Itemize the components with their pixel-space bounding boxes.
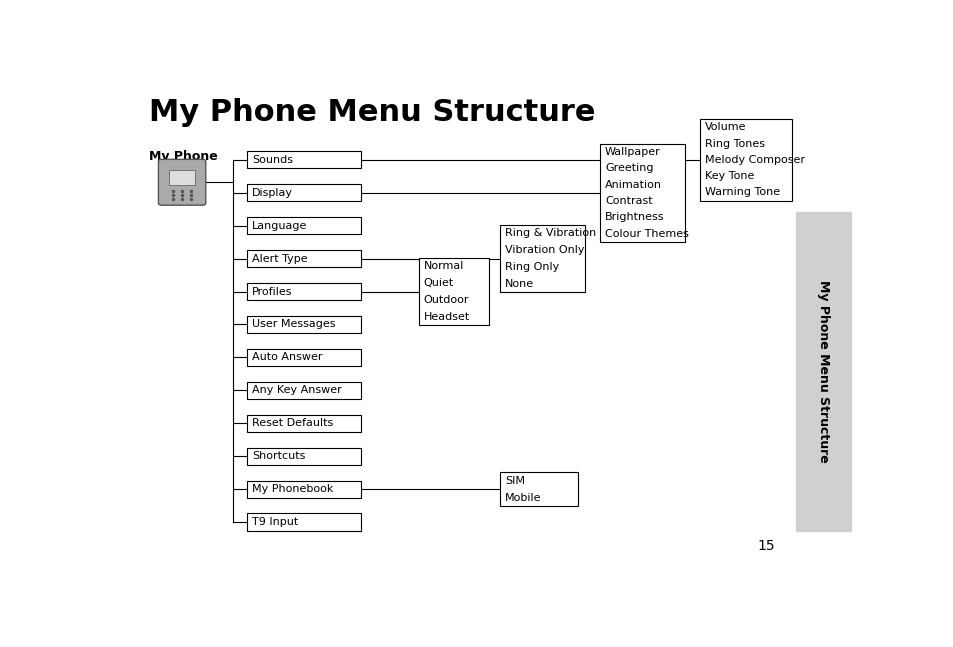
Text: Vibration Only: Vibration Only xyxy=(505,245,584,255)
Text: Quiet: Quiet xyxy=(423,278,454,288)
Text: SIM: SIM xyxy=(505,476,525,486)
FancyBboxPatch shape xyxy=(169,170,195,185)
Text: Normal: Normal xyxy=(423,261,464,271)
Text: Colour Themes: Colour Themes xyxy=(604,228,688,239)
FancyBboxPatch shape xyxy=(247,217,361,234)
FancyBboxPatch shape xyxy=(247,382,361,399)
Text: T9 Input: T9 Input xyxy=(252,517,298,527)
Text: Wallpaper: Wallpaper xyxy=(604,147,660,157)
FancyBboxPatch shape xyxy=(247,184,361,201)
Text: Headset: Headset xyxy=(423,312,470,322)
Text: Reset Defaults: Reset Defaults xyxy=(252,418,333,428)
Text: My Phone Menu Structure: My Phone Menu Structure xyxy=(149,98,595,127)
Text: Sounds: Sounds xyxy=(252,155,293,165)
FancyBboxPatch shape xyxy=(158,159,206,205)
Text: Shortcuts: Shortcuts xyxy=(252,451,305,461)
Text: Contrast: Contrast xyxy=(604,196,652,206)
FancyBboxPatch shape xyxy=(499,225,584,292)
FancyBboxPatch shape xyxy=(247,151,361,168)
Text: Ring Only: Ring Only xyxy=(505,262,558,272)
Text: Brightness: Brightness xyxy=(604,212,664,223)
Text: Profiles: Profiles xyxy=(252,287,293,296)
Text: Language: Language xyxy=(252,221,307,231)
Text: Warning Tone: Warning Tone xyxy=(704,188,780,197)
Text: Animation: Animation xyxy=(604,180,661,190)
Text: Auto Answer: Auto Answer xyxy=(252,353,322,362)
FancyBboxPatch shape xyxy=(247,415,361,432)
Text: None: None xyxy=(505,279,534,289)
FancyBboxPatch shape xyxy=(247,316,361,333)
FancyBboxPatch shape xyxy=(247,481,361,498)
Text: Any Key Answer: Any Key Answer xyxy=(252,386,341,395)
FancyBboxPatch shape xyxy=(418,258,488,325)
Text: Ring Tones: Ring Tones xyxy=(704,138,764,149)
Text: My Phone Menu Structure: My Phone Menu Structure xyxy=(816,280,829,463)
Text: Greeting: Greeting xyxy=(604,163,653,173)
FancyBboxPatch shape xyxy=(499,472,577,506)
Text: Melody Composer: Melody Composer xyxy=(704,155,804,165)
Text: 15: 15 xyxy=(757,540,774,553)
Text: Display: Display xyxy=(252,188,293,198)
Text: Outdoor: Outdoor xyxy=(423,295,469,305)
Text: Alert Type: Alert Type xyxy=(252,254,307,263)
Text: Mobile: Mobile xyxy=(505,492,541,503)
Text: Ring & Vibration: Ring & Vibration xyxy=(505,228,596,238)
FancyBboxPatch shape xyxy=(247,250,361,267)
FancyBboxPatch shape xyxy=(699,119,791,201)
Text: Volume: Volume xyxy=(704,122,745,132)
FancyBboxPatch shape xyxy=(599,144,684,242)
FancyBboxPatch shape xyxy=(795,212,850,531)
Text: My Phonebook: My Phonebook xyxy=(252,484,333,494)
Text: My Phone: My Phone xyxy=(149,150,217,163)
FancyBboxPatch shape xyxy=(247,349,361,366)
Text: User Messages: User Messages xyxy=(252,320,335,329)
FancyBboxPatch shape xyxy=(247,514,361,531)
Text: Key Tone: Key Tone xyxy=(704,171,754,181)
FancyBboxPatch shape xyxy=(247,448,361,465)
FancyBboxPatch shape xyxy=(247,283,361,300)
